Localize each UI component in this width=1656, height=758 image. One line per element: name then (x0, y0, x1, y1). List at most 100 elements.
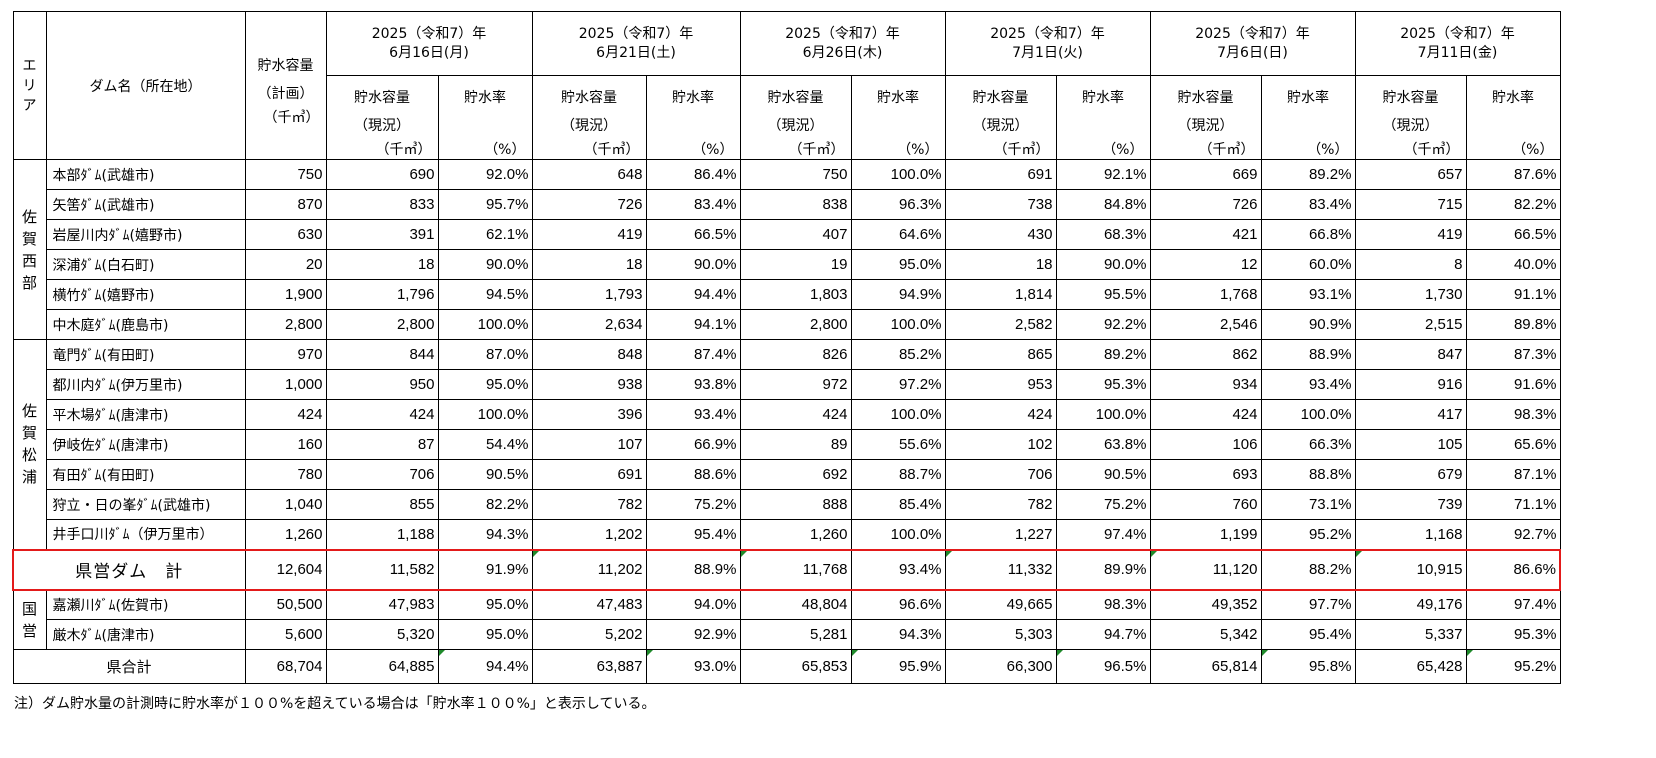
current-capacity-cell: 739 (1354, 489, 1467, 520)
storage-rate-label: 貯水率 (1082, 89, 1124, 106)
current-capacity-cell: 1,168 (1354, 519, 1467, 550)
plan-capacity-cell: 50,500 (244, 589, 327, 620)
current-capacity-cell: 1,260 (739, 519, 852, 550)
current-capacity-cell: 648 (531, 159, 647, 190)
current-capacity-cell: 64,885 (325, 649, 439, 684)
date-day: 7月6日(日) (1217, 44, 1288, 61)
current-capacity-cell: 1,796 (325, 279, 439, 310)
current-capacity-label: 貯水容量 (354, 89, 410, 106)
current-capacity-cell: 105 (1354, 429, 1467, 460)
current-capacity-cell: 679 (1354, 459, 1467, 490)
plan-capacity-unit: （千㎥） (263, 109, 320, 126)
current-capacity-cell: 782 (531, 489, 647, 520)
current-capacity-cell: 855 (325, 489, 439, 520)
area-header: エリア (12, 11, 47, 160)
current-capacity-cell: 692 (739, 459, 852, 490)
current-capacity-cell: 862 (1149, 339, 1262, 370)
date-year: 2025（令和7）年 (990, 25, 1105, 42)
current-capacity-cell: 47,483 (531, 589, 647, 620)
current-capacity-cell: 107 (531, 429, 647, 460)
date-year: 2025（令和7）年 (1195, 25, 1310, 42)
plan-capacity-cell: 750 (244, 159, 327, 190)
current-capacity-header-wrap: 貯水容量 （現況） （千㎥） (741, 77, 850, 159)
date-day: 7月11日(金) (1417, 44, 1498, 61)
plan-capacity-cell: 424 (244, 399, 327, 430)
plan-capacity-cell: 5,600 (244, 619, 327, 650)
current-capacity-cell: 2,634 (531, 309, 647, 340)
current-capacity-cell: 19 (739, 249, 852, 280)
storage-rate-cell: 95.9% (850, 649, 946, 684)
area-cell: 佐賀西部 (12, 159, 47, 340)
current-capacity-note: （現況） (1177, 117, 1234, 134)
dam-name-cell: 岩屋川内ﾀﾞﾑ(嬉野市) (45, 219, 246, 250)
storage-rate-cell: 95.0% (437, 369, 533, 400)
storage-rate-header: 貯水率 （%） (1055, 75, 1151, 160)
storage-rate-label: 貯水率 (1287, 89, 1329, 106)
current-capacity-unit: （千㎥） (375, 141, 432, 158)
storage-rate-cell: 95.3% (1465, 619, 1561, 650)
storage-rate-cell: 96.6% (850, 589, 946, 620)
plan-capacity-cell: 68,704 (244, 649, 327, 684)
storage-rate-cell: 88.6% (645, 459, 741, 490)
storage-rate-cell: 54.4% (437, 429, 533, 460)
date-header: 2025（令和7）年 7月1日(火) (944, 11, 1151, 76)
date-header: 2025（令和7）年 6月26日(木) (739, 11, 946, 76)
date-day: 6月26日(木) (802, 44, 883, 61)
current-capacity-cell: 10,915 (1354, 548, 1467, 591)
current-capacity-label: 貯水容量 (1382, 89, 1439, 106)
table-row: 佐賀松浦 竜門ﾀﾞﾑ(有田町) 970 844 87.0% 848 87.4% 826 85.2… (12, 339, 1561, 550)
storage-rate-header-wrap: 貯水率 （%） (1262, 77, 1354, 159)
dam-name-cell: 横竹ﾀﾞﾑ(嬉野市) (45, 279, 246, 310)
current-capacity-cell: 1,202 (531, 519, 647, 550)
storage-rate-cell: 90.0% (437, 249, 533, 280)
date-header: 2025（令和7）年 7月11日(金) (1354, 11, 1561, 76)
grand-total-label: 県合計 (12, 649, 246, 684)
storage-rate-cell: 95.5% (1055, 279, 1151, 310)
current-capacity-label: 貯水容量 (561, 89, 617, 106)
area-name: 佐賀西部 (21, 207, 37, 292)
storage-rate-cell: 92.1% (1055, 159, 1151, 190)
storage-rate-cell: 88.7% (850, 459, 946, 490)
current-capacity-cell: 782 (944, 489, 1057, 520)
table-row: 都川内ﾀﾞﾑ(伊万里市) 1,000 950 95.0% 938 93.8% 972 97.2… (13, 369, 1561, 400)
table-row: 横竹ﾀﾞﾑ(嬉野市) 1,900 1,796 94.5% 1,793 94.4% 1,803… (13, 279, 1561, 310)
storage-rate-cell: 95.2% (1465, 649, 1561, 684)
dam-name-cell: 中木庭ﾀﾞﾑ(鹿島市) (45, 309, 246, 340)
storage-rate-cell: 64.6% (850, 219, 946, 250)
storage-rate-cell: 93.4% (850, 548, 946, 591)
storage-rate-header-wrap: 貯水率 （%） (1057, 77, 1149, 159)
table-row: 国営 嘉瀬川ﾀﾞﾑ(佐賀市) 50,500 47,983 95.0% 47,483 94.0… (12, 589, 1561, 650)
plan-capacity-header: 貯水容量 （計画） （千㎥） (244, 11, 327, 160)
current-capacity-cell: 419 (531, 219, 647, 250)
storage-rate-header: 貯水率 （%） (1260, 75, 1356, 160)
current-capacity-cell: 938 (531, 369, 647, 400)
current-capacity-cell: 5,303 (944, 619, 1057, 650)
current-capacity-cell: 691 (531, 459, 647, 490)
date-header: 2025（令和7）年 6月16日(月) (325, 11, 533, 76)
date-day: 6月16日(月) (389, 44, 469, 61)
current-capacity-label: 貯水容量 (1177, 89, 1234, 106)
current-capacity-cell: 5,337 (1354, 619, 1467, 650)
current-capacity-cell: 396 (531, 399, 647, 430)
plan-capacity-cell: 970 (244, 339, 327, 370)
dam-name-cell: 平木場ﾀﾞﾑ(唐津市) (45, 399, 246, 430)
current-capacity-cell: 430 (944, 219, 1057, 250)
table-row: 矢筈ﾀﾞﾑ(武雄市) 870 833 95.7% 726 83.4% 838 96.3% 738… (13, 189, 1561, 220)
footnote: 注）ダム貯水量の計測時に貯水率が１００%を超えている場合は「貯水率１００%」と表… (14, 696, 656, 712)
current-capacity-cell: 424 (325, 399, 439, 430)
storage-rate-cell: 86.4% (645, 159, 741, 190)
storage-rate-cell: 92.9% (645, 619, 741, 650)
storage-rate-cell: 94.9% (850, 279, 946, 310)
current-capacity-label: 貯水容量 (972, 89, 1029, 106)
storage-rate-cell: 84.8% (1055, 189, 1151, 220)
current-capacity-header-wrap: 貯水容量 （現況） （千㎥） (533, 77, 645, 159)
current-capacity-cell: 657 (1354, 159, 1467, 190)
dam-name-cell: 嘉瀬川ﾀﾞﾑ(佐賀市) (45, 589, 246, 620)
current-capacity-cell: 1,814 (944, 279, 1057, 310)
storage-rate-cell: 93.1% (1260, 279, 1356, 310)
current-capacity-cell: 391 (325, 219, 439, 250)
storage-rate-unit: （%） (1307, 141, 1349, 158)
storage-rate-cell: 97.4% (1465, 589, 1561, 620)
current-capacity-cell: 407 (739, 219, 852, 250)
storage-rate-cell: 89.2% (1260, 159, 1356, 190)
